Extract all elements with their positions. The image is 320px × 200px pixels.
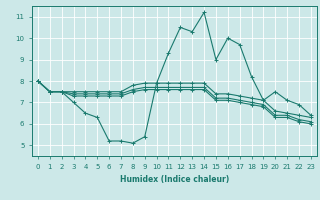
X-axis label: Humidex (Indice chaleur): Humidex (Indice chaleur) [120,175,229,184]
